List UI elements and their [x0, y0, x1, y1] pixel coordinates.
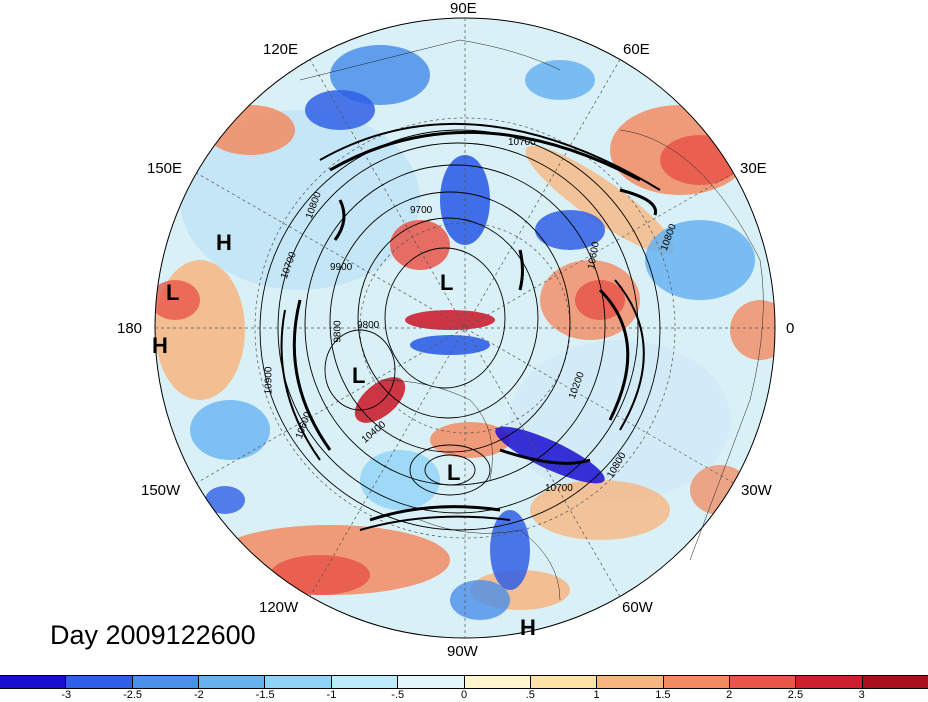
longitude-label-150w: 150W — [141, 482, 181, 499]
longitude-label-60e: 60E — [623, 41, 650, 58]
longitude-label-120e: 120E — [263, 41, 299, 58]
colorbar-tick-label: 1 — [593, 689, 600, 701]
contour-label: 10700 — [508, 137, 536, 148]
colorbar-box — [0, 676, 67, 688]
anomaly-field — [155, 18, 775, 638]
longitude-label-90e: 90E — [450, 0, 477, 17]
longitude-label-60w: 60W — [622, 599, 653, 616]
jet-contours — [292, 130, 658, 522]
colorbar-box — [132, 676, 200, 688]
colorbar-tick-label: .5 — [525, 689, 535, 701]
longitude-label-150e: 150E — [147, 160, 183, 177]
high-center: H — [152, 333, 168, 358]
colorbar — [0, 675, 928, 689]
jet-contours-secondary — [280, 123, 661, 531]
low-center: L — [440, 270, 454, 295]
colorbar-box — [265, 676, 332, 688]
colorbar-tick-label: 3 — [858, 689, 865, 701]
longitude-label-30e: 30E — [740, 160, 767, 177]
contour-label: 10700 — [545, 483, 573, 494]
contour-label: 9800 — [357, 320, 380, 331]
colorbar-box — [663, 676, 730, 688]
colorbar-box — [862, 676, 928, 688]
colorbar-box — [530, 676, 598, 688]
colorbar-tick-label: -2 — [193, 689, 204, 701]
colorbar-box — [597, 676, 664, 688]
colorbar-tick-label: 0 — [460, 689, 468, 701]
coastlines — [299, 39, 764, 601]
colorbar-tick-label: 1.5 — [655, 689, 671, 701]
low-center: L — [166, 280, 180, 305]
longitude-label-180: 180 — [117, 320, 143, 337]
longitude-label-30w: 30W — [741, 482, 772, 499]
colorbar-tick-label: -3 — [61, 689, 72, 701]
colorbar-tick-label: -2.5 — [123, 689, 143, 701]
colorbar-tick-label: -1 — [326, 689, 337, 701]
longitude-label-120w: 120W — [259, 599, 299, 616]
colorbar-tick-label: 2 — [726, 689, 733, 701]
colorbar-box — [199, 676, 266, 688]
colorbar-box — [66, 676, 133, 688]
contour-label: 9800 — [332, 320, 344, 343]
low-center: L — [352, 363, 366, 388]
high-center: H — [520, 615, 536, 640]
colorbar-box — [331, 676, 399, 688]
height-contours — [259, 129, 661, 531]
colorbar-box — [464, 676, 531, 688]
longitude-label-0: 0 — [786, 320, 795, 337]
day-title: Day 2009122600 — [50, 620, 256, 650]
colorbar-tick-label: -.5 — [391, 689, 405, 701]
polar-map — [154, 17, 776, 639]
longitude-label-90w: 90W — [447, 643, 478, 660]
contour-label: 9900 — [330, 262, 353, 273]
colorbar-box — [729, 676, 797, 688]
contour-label: 9700 — [410, 205, 433, 216]
colorbar-box — [796, 676, 863, 688]
colorbar-tick-label: -1.5 — [255, 689, 275, 701]
low-center: L — [447, 460, 461, 485]
colorbar-tick-label: 2.5 — [787, 689, 804, 701]
high-center: H — [216, 230, 232, 255]
colorbar-box — [398, 676, 465, 688]
contour-label: 10900 — [263, 366, 275, 395]
